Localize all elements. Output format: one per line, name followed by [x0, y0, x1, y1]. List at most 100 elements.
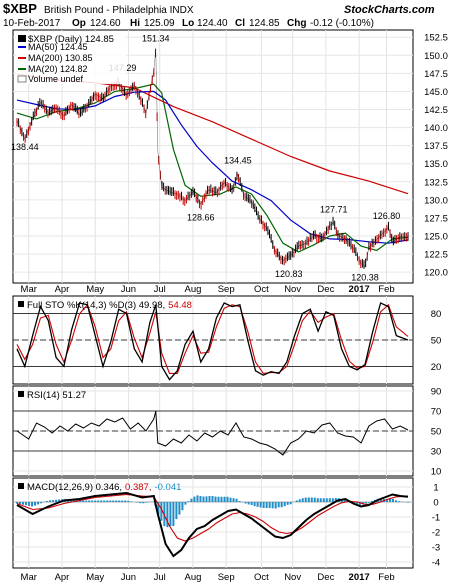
x-label-bottom-5: Aug	[184, 572, 201, 583]
y-tick-price-11: 125.0	[424, 232, 448, 243]
legend-price: $XBP (Daily) 124.85	[28, 34, 114, 45]
legend-swatch-volume	[17, 75, 27, 83]
price-panel	[12, 29, 414, 284]
legend-ma50: MA(50) 124.45	[28, 42, 88, 52]
macd-legend-label: MACD(12,26,9) 0.346,	[27, 482, 122, 493]
legend-volume: Volume undef	[28, 74, 84, 84]
y-tick-stochastic-2: 20	[431, 362, 442, 373]
y-tick-price-6: 137.5	[424, 141, 448, 152]
y-tick-price-8: 132.5	[424, 177, 448, 188]
x-label-bottom-9: Dec	[317, 572, 334, 583]
y-tick-price-9: 130.0	[424, 195, 448, 206]
y-tick-price-7: 135.0	[424, 159, 448, 170]
x-label-top-7: Oct	[254, 284, 269, 295]
y-tick-stochastic-1: 50	[431, 336, 442, 347]
y-tick-macd-0: 1	[433, 483, 438, 494]
sto-legend-label: Full STO %K(14,3) %D(3) 49.98,	[27, 300, 165, 311]
macd-legend-hist: -0.041	[154, 482, 181, 493]
x-label-bottom-11: Feb	[378, 572, 394, 583]
y-tick-rsi-4: 10	[431, 467, 442, 478]
y-tick-price-13: 120.0	[424, 268, 448, 279]
y-tick-macd-5: -4	[432, 558, 440, 569]
macd-legend: MACD(12,26,9) 0.346, 0.387, -0.041	[27, 482, 181, 493]
y-tick-stochastic-0: 80	[431, 309, 442, 320]
x-label-bottom-4: Jul	[154, 572, 166, 583]
x-label-top-0: Mar	[21, 284, 37, 295]
x-label-top-3: Jun	[121, 284, 136, 295]
chg-value: -0.12 (-0.10%)	[310, 18, 374, 29]
price-annotation-8: 126.80	[373, 211, 401, 221]
instrument-name: British Pound - Philadelphia INDX	[44, 5, 194, 16]
price-annotation-5: 120.83	[275, 269, 303, 279]
y-tick-price-12: 122.5	[424, 250, 448, 261]
y-tick-price-10: 127.5	[424, 213, 448, 224]
x-label-top-10: 2017	[349, 284, 370, 295]
axis-tick-labels: Mar Mar Apr Apr May May Jun Jun Jul Jul Aug Aug Sep S…	[21, 33, 448, 583]
x-label-top-9: Dec	[317, 284, 334, 295]
symbol-title: $XBP	[3, 1, 37, 16]
x-label-top-11: Feb	[378, 284, 394, 295]
op-value: 124.60	[90, 18, 121, 29]
legend-ma200: MA(200) 130.85	[28, 53, 93, 63]
price-annotation-7: 120.38	[351, 272, 379, 282]
x-label-bottom-8: Nov	[284, 572, 301, 583]
price-annotation-3: 128.66	[187, 213, 215, 223]
y-tick-rsi-1: 70	[431, 407, 442, 418]
x-label-bottom-0: Mar	[21, 572, 37, 583]
lo-value: 124.40	[197, 18, 228, 29]
ma20-line	[16, 83, 409, 253]
y-tick-rsi-2: 50	[431, 427, 442, 438]
legend-ma20: MA(20) 124.82	[28, 64, 88, 74]
y-tick-rsi-3: 30	[431, 447, 442, 458]
y-tick-price-3: 145.0	[424, 87, 448, 98]
lo-label: Lo	[182, 18, 194, 29]
y-tick-macd-1: 0	[433, 498, 438, 509]
price-close-line	[16, 48, 409, 267]
y-tick-macd-3: -2	[432, 528, 440, 539]
chg-label: Chg	[287, 18, 306, 29]
hi-label: Hi	[130, 18, 140, 29]
sto-d-line	[16, 303, 409, 374]
rsi-legend-swatch	[18, 391, 24, 397]
x-label-top-5: Aug	[184, 284, 201, 295]
x-label-top-1: Apr	[55, 284, 70, 295]
x-label-bottom-2: May	[86, 572, 104, 583]
x-label-top-8: Nov	[284, 284, 301, 295]
y-tick-price-5: 140.0	[424, 123, 448, 134]
cl-value: 124.85	[249, 18, 280, 29]
x-label-top-2: May	[86, 284, 104, 295]
cl-label: Cl	[235, 18, 245, 29]
y-tick-price-1: 150.0	[424, 51, 448, 62]
area-fills	[16, 451, 409, 528]
hi-value: 125.09	[144, 18, 175, 29]
macd-line	[16, 491, 409, 558]
series-lines	[16, 48, 409, 558]
y-tick-price-0: 152.5	[424, 33, 448, 44]
macd-panel	[12, 477, 414, 569]
x-label-top-4: Jul	[154, 284, 166, 295]
legend-swatch-price	[18, 35, 26, 42]
price-annotation-4: 134.45	[224, 156, 252, 166]
sto-k-line	[16, 302, 409, 381]
sto-legend-swatch	[18, 301, 24, 307]
op-label: Op	[72, 18, 86, 29]
legend-box	[16, 32, 126, 84]
macd-legend-signal: 0.387,	[125, 482, 151, 493]
y-tick-rsi-0: 90	[431, 387, 442, 398]
x-label-top-6: Sep	[218, 284, 235, 295]
quote-date: 10-Feb-2017	[3, 18, 61, 29]
price-annotation-6: 127.71	[320, 204, 348, 214]
rsi-line	[16, 410, 409, 456]
x-label-bottom-6: Sep	[218, 572, 235, 583]
y-tick-price-4: 142.5	[424, 105, 448, 116]
rsi-legend: RSI(14) 51.27	[27, 390, 86, 401]
price-annotation-2: 151.34	[142, 34, 170, 44]
sto-legend: Full STO %K(14,3) %D(3) 49.98, 54.48	[27, 300, 192, 311]
price-legend: $XBP (Daily) 124.85 MA(50) 124.45 MA(200…	[16, 32, 126, 84]
x-label-bottom-1: Apr	[55, 572, 70, 583]
price-annotation-0: 138.44	[11, 142, 39, 152]
x-label-bottom-7: Oct	[254, 572, 269, 583]
x-label-bottom-10: 2017	[349, 572, 370, 583]
